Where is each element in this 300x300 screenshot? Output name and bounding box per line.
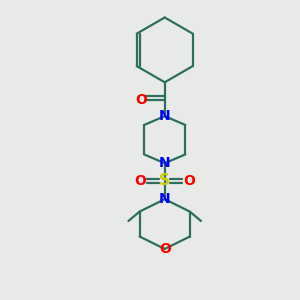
Text: O: O <box>135 93 147 107</box>
Text: S: S <box>159 173 170 188</box>
Text: N: N <box>159 192 170 206</box>
Text: N: N <box>159 156 170 170</box>
Text: O: O <box>183 174 195 188</box>
Text: O: O <box>159 242 171 256</box>
Text: O: O <box>135 174 146 188</box>
Text: N: N <box>159 109 170 123</box>
